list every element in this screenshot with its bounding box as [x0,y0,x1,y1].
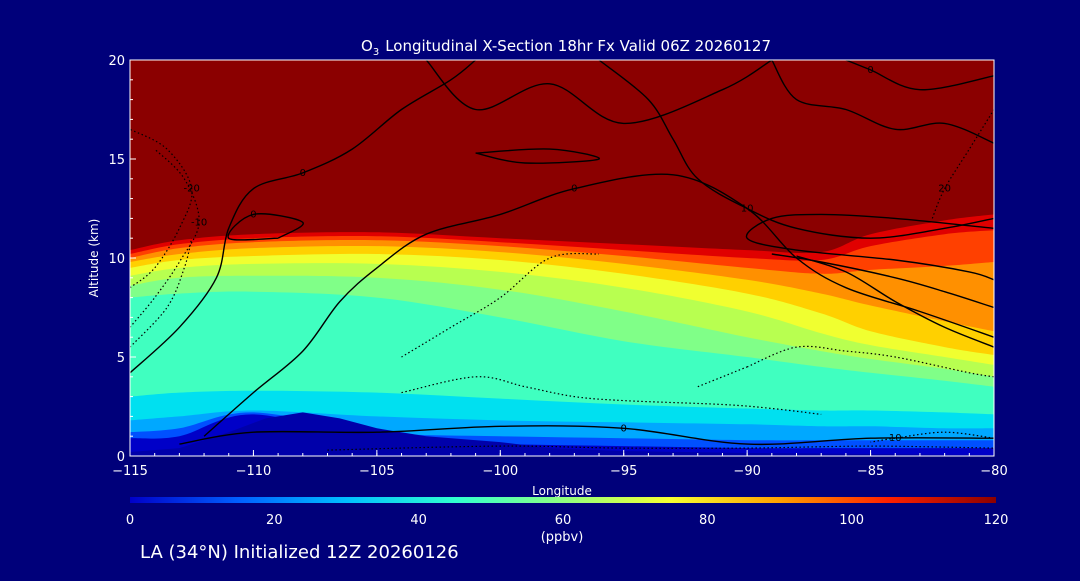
contour-line [401,376,822,415]
colorbar-ticks: 0 20 40 60 80 100 120 [126,513,1009,528]
terrain-shape [130,412,994,456]
x-tick-label: −105 [359,464,395,479]
contour-label: -20 [184,184,200,195]
contour-line [203,173,994,437]
x-tick-label: −85 [857,464,884,479]
colorbar-label: (ppbv) [541,530,584,545]
contour-line [771,60,994,144]
colorbar-tick-label: 60 [555,513,572,528]
contour-line [845,60,994,91]
footer-run-info: LA (34°N) Initialized 12Z 20260126 [140,542,459,563]
title-species-subscript: 3 [373,47,379,58]
x-tick-label: −110 [236,464,272,479]
contour-label: 0 [621,423,627,434]
colorbar-tick-label: 0 [126,513,134,528]
contour-line [130,148,200,328]
y-axis-label: Altitude (km) [87,219,101,298]
contour-label: -10 [191,217,207,228]
y-tick-label: 0 [117,450,125,465]
contour-label: 20 [938,184,951,195]
field-level-115 [130,60,994,254]
plot-area: 0 0 10 0 0 0 20 -20 -10 10 [130,60,994,456]
contour-line [931,109,994,219]
contour-lines: 0 0 10 0 0 0 20 -20 -10 10 [130,60,994,451]
title-text: Longitudinal X-Section 18hr Fx Valid 06Z… [385,37,771,55]
colorbar-tick-label: 80 [699,513,716,528]
contour-line [401,252,600,358]
contour-line [130,128,193,289]
contour-line [598,60,994,239]
colorbar-tick-label: 20 [266,513,283,528]
contour-label: 0 [300,168,306,179]
contour-line [227,213,304,241]
colorbar-ramp [130,497,996,503]
contour-line [425,60,773,125]
contour-line [130,60,477,374]
colorbar: 0 20 40 60 80 100 120 (ppbv) [126,497,1009,545]
contour-line [179,425,994,446]
x-axis-label: Longitude [532,484,592,498]
x-tick-label: −95 [610,464,637,479]
x-tick-label: −115 [112,464,148,479]
x-tick-label: −90 [733,464,760,479]
chart-title: O3 Longitudinal X-Section 18hr Fx Valid 0… [361,37,771,58]
contour-line [746,345,994,378]
y-tick-label: 20 [108,54,125,69]
contour-line [475,148,600,164]
contour-label: 0 [867,65,873,76]
y-tick-label: 15 [108,153,125,168]
y-tick-label: 10 [108,252,125,267]
contour-label: 10 [741,204,754,215]
contour-line [745,213,994,281]
colorbar-tick-label: 100 [839,513,864,528]
contour-line [870,431,994,443]
x-tick-label: −100 [482,464,518,479]
contour-line [130,238,193,348]
y-axis: 0 5 10 15 20 [108,54,136,465]
colorbar-tick-label: 40 [410,513,427,528]
contour-label: 10 [889,433,902,444]
contour-line [796,255,994,348]
contour-label: 0 [250,209,256,220]
contour-label: 0 [571,184,577,195]
title-species: O [361,37,373,55]
colorbar-tick-label: 120 [984,513,1009,528]
concentration-field [130,60,994,449]
terrain [130,412,994,456]
y-tick-label: 5 [117,351,125,366]
x-tick-label: −80 [980,464,1007,479]
x-axis: −115 −110 −105 −100 −95 −90 −85 −80 [112,450,1008,479]
